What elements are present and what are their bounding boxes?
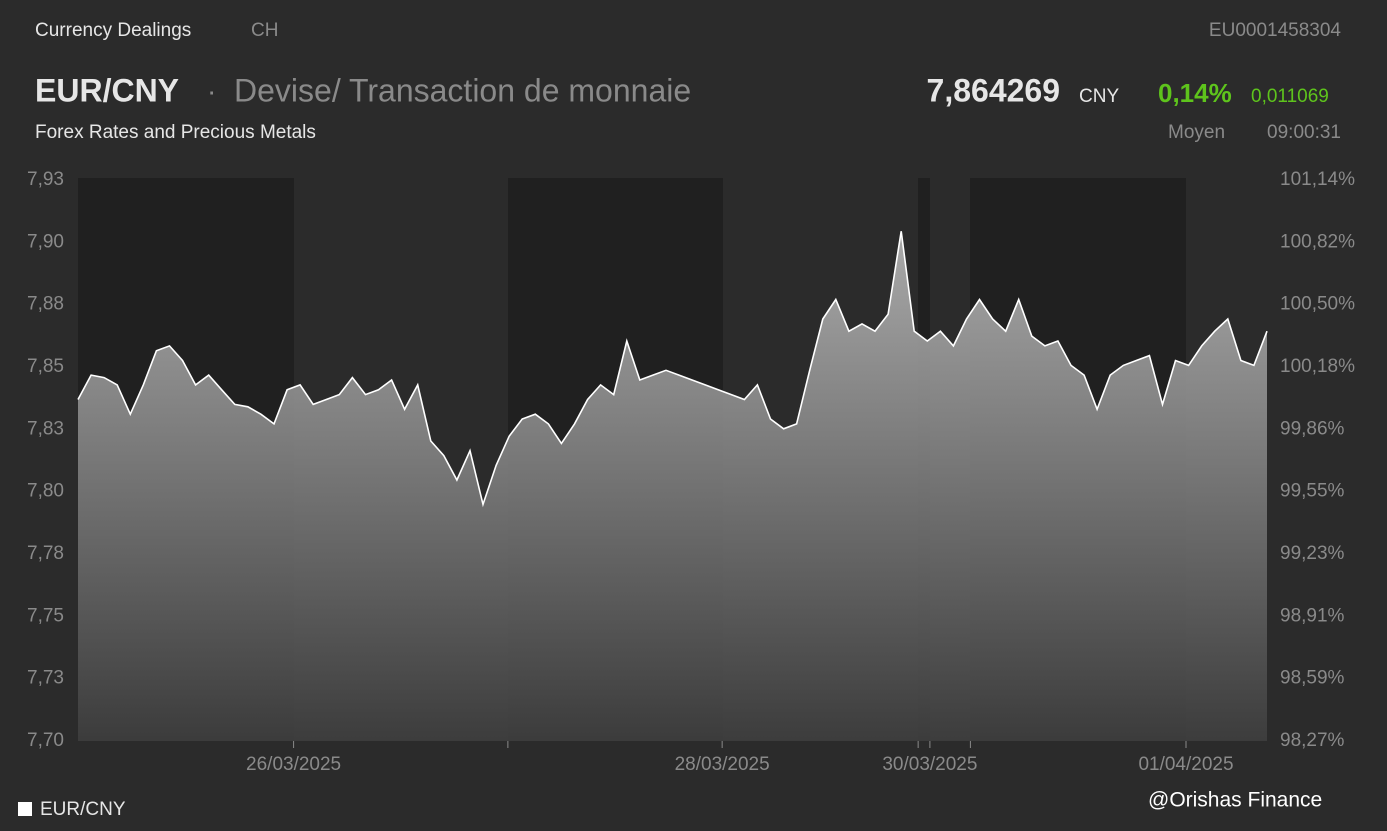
symbol: EUR/CNY xyxy=(35,72,179,108)
source: Currency Dealings xyxy=(35,20,191,41)
x-tick-label: 26/03/2025 xyxy=(246,754,341,775)
asset-class: Devise/ Transaction de monnaie xyxy=(234,72,691,108)
area xyxy=(78,231,1267,741)
line xyxy=(77,231,1268,508)
change-pct: 0,14% xyxy=(1158,78,1232,108)
y2-tick-label: 98,91% xyxy=(1280,605,1345,626)
watermark: @Orishas Finance xyxy=(1148,789,1322,812)
y-tick-label: 7,90 xyxy=(27,231,64,252)
y-tick-label: 7,75 xyxy=(27,605,64,626)
y2-tick-label: 98,59% xyxy=(1280,668,1345,689)
legend-swatch xyxy=(18,802,32,816)
y2-tick-label: 100,82% xyxy=(1280,231,1355,252)
price-type: Moyen xyxy=(1168,122,1225,143)
y2-tick-label: 99,86% xyxy=(1280,418,1345,439)
x-tick-label: 28/03/2025 xyxy=(675,754,770,775)
time: 09:00:31 xyxy=(1267,122,1341,143)
y2-tick-label: 100,50% xyxy=(1280,294,1355,315)
y-tick-label: 7,80 xyxy=(27,481,64,502)
y2-tick-label: 99,23% xyxy=(1280,543,1345,564)
y-tick-label: 7,73 xyxy=(27,668,64,689)
y-tick-label: 7,83 xyxy=(27,418,64,439)
y-tick-label: 7,78 xyxy=(27,543,64,564)
subtitle: Forex Rates and Precious Metals xyxy=(35,122,316,143)
y-tick-label: 7,88 xyxy=(27,294,64,315)
change: 0,011069 xyxy=(1251,86,1329,107)
x-tick-label: 01/04/2025 xyxy=(1138,754,1233,775)
x-tick-label: 30/03/2025 xyxy=(882,754,977,775)
separator: · xyxy=(207,75,216,106)
y-tick-label: 7,70 xyxy=(27,730,64,751)
y2-tick-label: 98,27% xyxy=(1280,730,1345,751)
y-tick-label: 7,85 xyxy=(27,356,64,377)
y-tick-label: 7,93 xyxy=(27,169,64,190)
currency: CNY xyxy=(1079,86,1119,107)
country: CH xyxy=(251,20,278,41)
y2-tick-label: 101,14% xyxy=(1280,169,1355,190)
price: 7,864269 xyxy=(927,72,1060,108)
legend-label: EUR/CNY xyxy=(40,799,126,820)
y2-tick-label: 100,18% xyxy=(1280,356,1355,377)
y2-tick-label: 99,55% xyxy=(1280,481,1345,502)
isin: EU0001458304 xyxy=(1209,20,1341,41)
